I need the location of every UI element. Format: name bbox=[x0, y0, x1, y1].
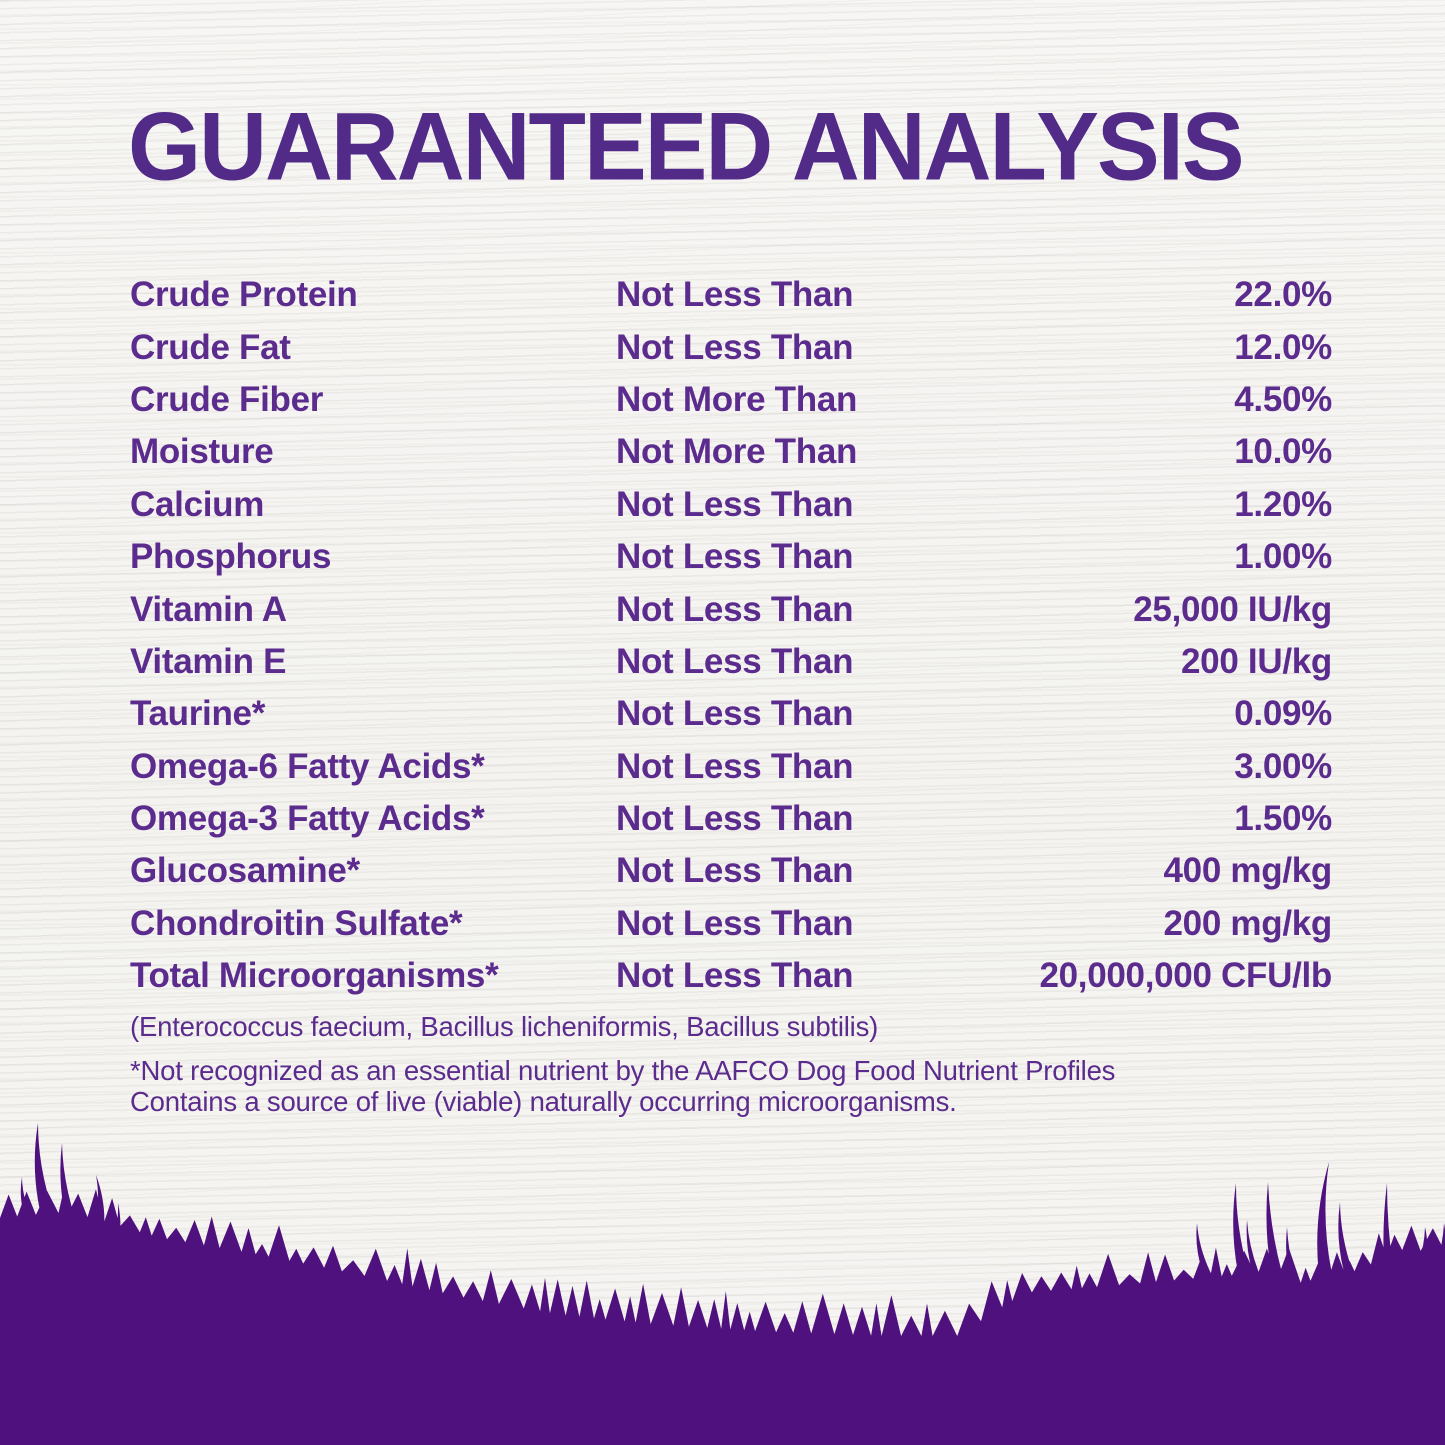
footnote: *Not recognized as an essential nutrient… bbox=[130, 1055, 1116, 1117]
value: 3.00% bbox=[1234, 746, 1332, 786]
qualifier: Not Less Than bbox=[616, 641, 854, 681]
nutrient-name: Total Microorganisms* bbox=[130, 956, 499, 996]
table-row: Vitamin E Not Less Than 200 IU/kg bbox=[130, 636, 1332, 688]
table-row: Calcium Not Less Than 1.20% bbox=[130, 479, 1332, 531]
value: 12.0% bbox=[1234, 327, 1332, 367]
table-row: Total Microorganisms* Not Less Than 20,0… bbox=[130, 950, 1332, 1002]
nutrient-name: Chondroitin Sulfate* bbox=[130, 903, 463, 943]
nutrient-name: Crude Fiber bbox=[130, 379, 324, 419]
value: 0.09% bbox=[1234, 694, 1332, 734]
nutrient-name: Moisture bbox=[130, 432, 274, 472]
microorganisms-note: (Enterococcus faecium, Bacillus lichenif… bbox=[130, 1011, 879, 1042]
nutrient-name: Vitamin E bbox=[130, 641, 287, 681]
value: 1.00% bbox=[1234, 537, 1332, 577]
qualifier: Not Less Than bbox=[616, 956, 854, 996]
qualifier: Not More Than bbox=[616, 432, 858, 472]
nutrient-name: Taurine* bbox=[130, 694, 266, 734]
table-row: Glucosamine* Not Less Than 400 mg/kg bbox=[130, 845, 1332, 897]
value: 22.0% bbox=[1234, 275, 1332, 315]
nutrient-name: Vitamin A bbox=[130, 589, 287, 629]
table-row: Phosphorus Not Less Than 1.00% bbox=[130, 531, 1332, 583]
nutrient-name: Crude Fat bbox=[130, 327, 291, 367]
value: 200 IU/kg bbox=[1181, 641, 1332, 681]
qualifier: Not Less Than bbox=[616, 484, 854, 524]
table-row: Chondroitin Sulfate* Not Less Than 200 m… bbox=[130, 898, 1332, 950]
table-row: Omega-3 Fatty Acids* Not Less Than 1.50% bbox=[130, 793, 1332, 845]
qualifier: Not Less Than bbox=[616, 589, 854, 629]
qualifier: Not Less Than bbox=[616, 746, 854, 786]
nutrient-name: Phosphorus bbox=[130, 537, 332, 577]
nutrient-name: Glucosamine* bbox=[130, 851, 360, 891]
table-row: Omega-6 Fatty Acids* Not Less Than 3.00% bbox=[130, 741, 1332, 793]
qualifier: Not Less Than bbox=[616, 275, 854, 315]
qualifier: Not Less Than bbox=[616, 327, 854, 367]
table-row: Crude Fiber Not More Than 4.50% bbox=[130, 374, 1332, 426]
value: 200 mg/kg bbox=[1163, 903, 1333, 943]
qualifier: Not Less Than bbox=[616, 694, 854, 734]
footnote-line-1: *Not recognized as an essential nutrient… bbox=[130, 1055, 1116, 1086]
grass-silhouette bbox=[0, 1123, 1445, 1445]
value: 4.50% bbox=[1234, 379, 1332, 419]
nutrient-name: Crude Protein bbox=[130, 275, 358, 315]
qualifier: Not Less Than bbox=[616, 537, 854, 577]
nutrient-name: Omega-3 Fatty Acids* bbox=[130, 799, 485, 839]
table-row: Crude Fat Not Less Than 12.0% bbox=[130, 321, 1332, 373]
value: 400 mg/kg bbox=[1163, 851, 1333, 891]
table-row: Vitamin A Not Less Than 25,000 IU/kg bbox=[130, 583, 1332, 635]
table-row: Crude Protein Not Less Than 22.0% bbox=[130, 269, 1332, 321]
footnote-line-2: Contains a source of live (viable) natur… bbox=[130, 1085, 957, 1117]
qualifier: Not More Than bbox=[616, 379, 858, 419]
table-row: Moisture Not More Than 10.0% bbox=[130, 426, 1332, 478]
value: 20,000,000 CFU/lb bbox=[1039, 956, 1332, 996]
qualifier: Not Less Than bbox=[616, 799, 854, 839]
page-title: GUARANTEED ANALYSIS bbox=[128, 91, 1245, 200]
qualifier: Not Less Than bbox=[616, 903, 854, 943]
value: 25,000 IU/kg bbox=[1133, 589, 1332, 629]
qualifier: Not Less Than bbox=[616, 851, 854, 891]
value: 1.20% bbox=[1234, 484, 1332, 524]
value: 1.50% bbox=[1234, 799, 1332, 839]
value: 10.0% bbox=[1234, 432, 1332, 472]
nutrient-name: Calcium bbox=[130, 484, 265, 524]
nutrient-name: Omega-6 Fatty Acids* bbox=[130, 746, 485, 786]
analysis-table: Crude Protein Not Less Than 22.0% Crude … bbox=[130, 269, 1332, 1002]
table-row: Taurine* Not Less Than 0.09% bbox=[130, 688, 1332, 740]
